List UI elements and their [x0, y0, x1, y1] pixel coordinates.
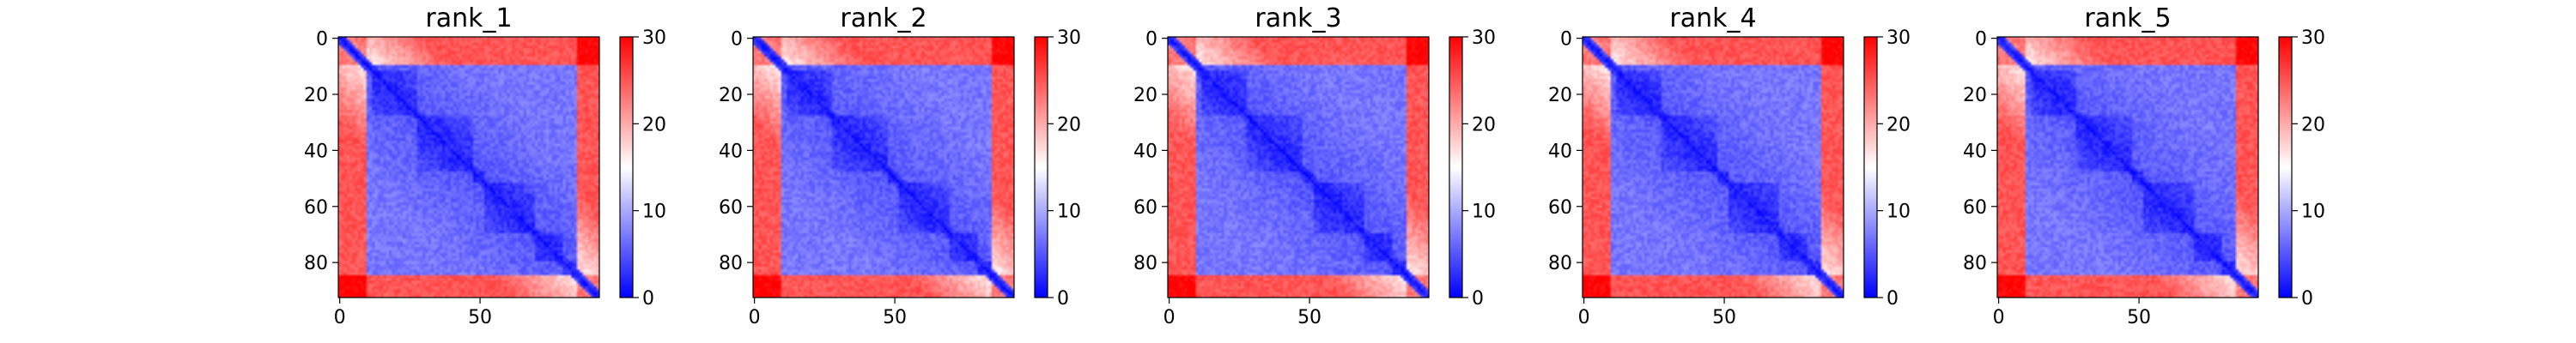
colorbar: [2278, 36, 2293, 298]
colorbar-tick-label: 20: [2301, 114, 2325, 135]
y-tick-label: 20: [1133, 85, 1157, 106]
colorbar-tick-label: 30: [1886, 27, 1911, 49]
colorbar-tick-label: 20: [642, 114, 666, 135]
colorbar-tick-label: 0: [642, 288, 654, 310]
y-tick-label: 0: [316, 29, 328, 51]
axes-frame: [1167, 36, 1430, 298]
y-tick-label: 60: [304, 197, 328, 219]
colorbar-tick-label: 10: [1057, 202, 1081, 223]
heatmap-image: [1997, 37, 2258, 298]
colorbar-tick-label: 30: [1057, 27, 1081, 49]
colorbar: [1863, 36, 1878, 298]
colorbar-tick-label: 0: [1057, 288, 1069, 310]
y-tick-label: 80: [1963, 253, 1987, 274]
y-tick-label: 60: [1133, 197, 1157, 219]
subplot-rank_5: rank_5 0 20 40 60 80 0 50 0 10 20 30: [1963, 3, 2325, 328]
colorbar-tick-label: 10: [1886, 202, 1911, 223]
subplot-rank_4: rank_4 0 20 40 60 80 0 50 0 10 20 30: [1548, 3, 1911, 328]
y-tick-label: 80: [1133, 253, 1157, 274]
subplot-rank_1: rank_1 0 20 40 60 80 0 50 0 10 20 30: [304, 3, 666, 328]
colorbar-tick-label: 20: [1057, 114, 1081, 135]
colorbar-tick-label: 30: [2301, 27, 2325, 49]
y-tick-label: 0: [731, 29, 743, 51]
subplot-title: rank_2: [840, 3, 927, 33]
heatmap-image: [1168, 37, 1429, 298]
colorbar-tick-label: 30: [1472, 27, 1496, 49]
y-tick-label: 20: [719, 85, 743, 106]
y-tick-label: 60: [1548, 197, 1572, 219]
x-tick-label: 0: [334, 307, 346, 328]
y-tick-label: 60: [1963, 197, 1987, 219]
colorbar-tick-label: 10: [642, 202, 666, 223]
axes-frame: [337, 36, 600, 298]
y-tick-label: 0: [1145, 29, 1157, 51]
subplot-title: rank_4: [1669, 3, 1756, 33]
heatmap-image: [1583, 37, 1844, 298]
y-tick-label: 80: [719, 253, 743, 274]
y-tick-label: 40: [1548, 141, 1572, 162]
x-tick-label: 50: [1297, 307, 1321, 328]
subplot-title: rank_5: [2084, 3, 2171, 33]
x-tick-label: 50: [1712, 307, 1736, 328]
axes-frame: [752, 36, 1015, 298]
colorbar-tick-label: 0: [1886, 288, 1899, 310]
colorbar-tick-label: 0: [2301, 288, 2313, 310]
axes-frame: [1582, 36, 1844, 298]
colorbar: [619, 36, 634, 298]
colorbar-tick-label: 20: [1886, 114, 1911, 135]
y-tick-label: 80: [304, 253, 328, 274]
colorbar-tick-label: 30: [642, 27, 666, 49]
y-tick-label: 0: [1560, 29, 1572, 51]
y-tick-label: 20: [304, 85, 328, 106]
colorbar-tick-label: 10: [1472, 202, 1496, 223]
colorbar: [1449, 36, 1463, 298]
y-tick-label: 40: [1963, 141, 1987, 162]
y-tick-label: 20: [1963, 85, 1987, 106]
subplot-title: rank_3: [1255, 3, 1341, 33]
colorbar: [1034, 36, 1048, 298]
x-tick-label: 0: [1578, 307, 1590, 328]
y-tick-label: 0: [1975, 29, 1987, 51]
colorbar-tick-label: 20: [1472, 114, 1496, 135]
x-tick-label: 0: [749, 307, 761, 328]
heatmap-image: [753, 37, 1014, 298]
heatmap-image: [338, 37, 599, 298]
x-tick-label: 50: [468, 307, 492, 328]
y-tick-label: 20: [1548, 85, 1572, 106]
x-tick-label: 0: [1163, 307, 1176, 328]
y-tick-label: 40: [719, 141, 743, 162]
subplot-title: rank_1: [425, 3, 512, 33]
x-tick-label: 0: [1993, 307, 2005, 328]
x-tick-label: 50: [2127, 307, 2151, 328]
x-tick-label: 50: [883, 307, 907, 328]
subplot-rank_3: rank_3 0 20 40 60 80 0 50 0 10 20 30: [1133, 3, 1496, 328]
y-tick-label: 40: [1133, 141, 1157, 162]
subplot-rank_2: rank_2 0 20 40 60 80 0 50 0 10 20 30: [719, 3, 1081, 328]
y-tick-label: 80: [1548, 253, 1572, 274]
y-tick-label: 60: [719, 197, 743, 219]
y-tick-label: 40: [304, 141, 328, 162]
axes-frame: [1996, 36, 2259, 298]
colorbar-tick-label: 10: [2301, 202, 2325, 223]
colorbar-tick-label: 0: [1472, 288, 1484, 310]
